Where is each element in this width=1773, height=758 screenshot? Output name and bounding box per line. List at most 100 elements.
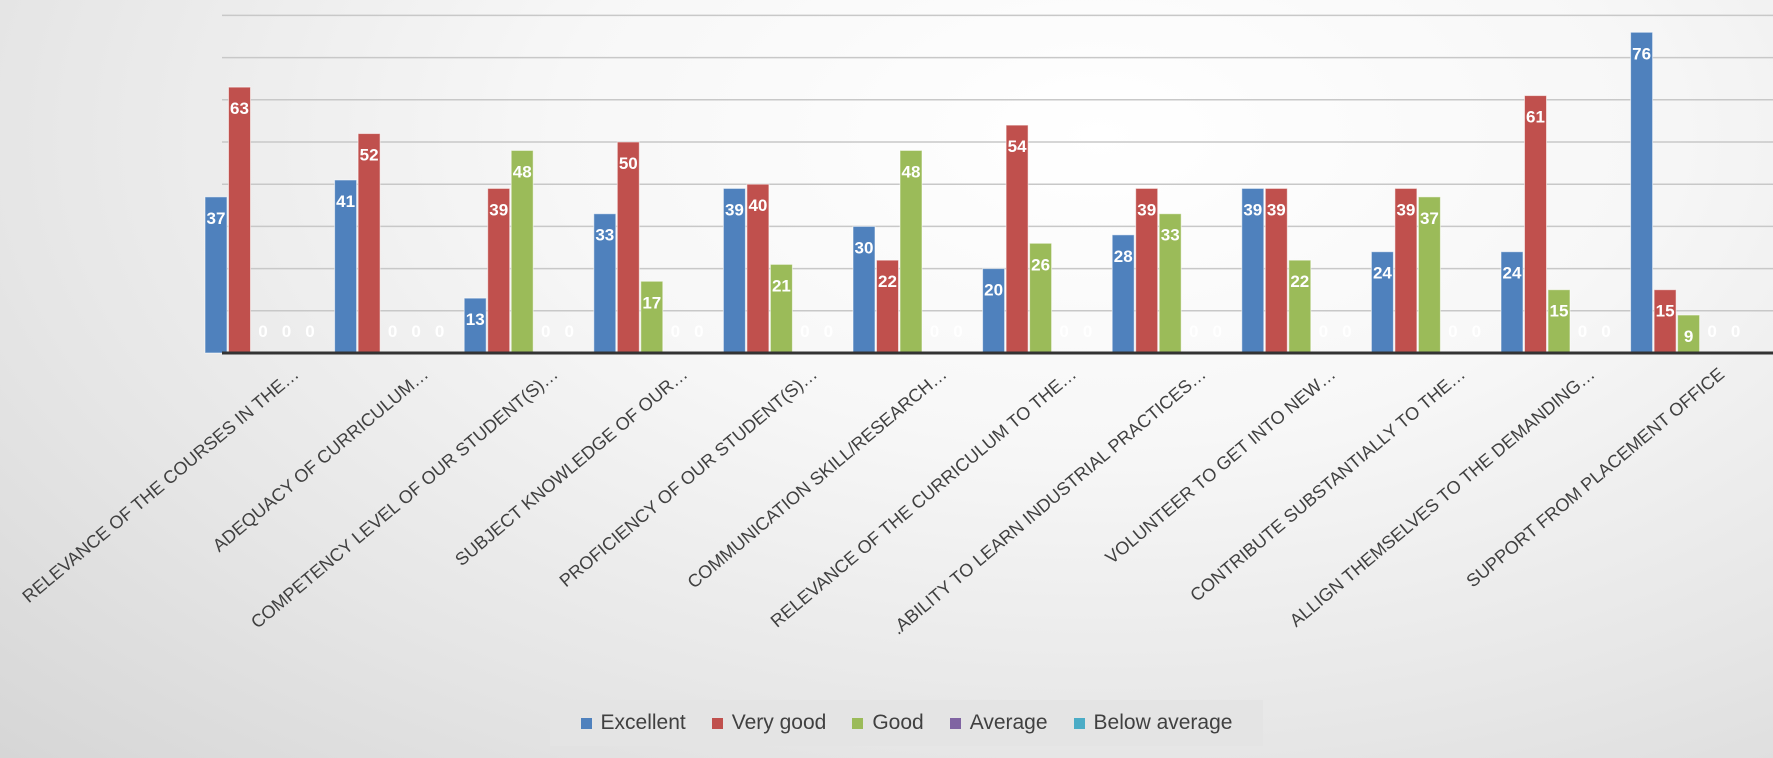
x-tick-label: RELEVANCE OF THE CURRICULUM TO THE… bbox=[767, 364, 1080, 632]
data-label: 28 bbox=[1114, 247, 1133, 266]
data-label: 0 bbox=[1342, 322, 1351, 341]
data-label: 22 bbox=[1290, 272, 1309, 291]
data-label: 0 bbox=[258, 322, 267, 341]
data-label: 48 bbox=[902, 162, 921, 181]
bar-very-good bbox=[1653, 289, 1677, 354]
data-label: 0 bbox=[1731, 322, 1740, 341]
data-label: 0 bbox=[1448, 322, 1457, 341]
data-label: 40 bbox=[748, 196, 767, 215]
data-label: 0 bbox=[1319, 322, 1328, 341]
x-tick-label: VOLUNTEER TO GET INTO NEW… bbox=[1102, 364, 1340, 568]
legend-swatch bbox=[949, 717, 961, 729]
data-label: 0 bbox=[282, 322, 291, 341]
data-label: 0 bbox=[1212, 322, 1221, 341]
bar-good bbox=[640, 280, 664, 354]
legend-swatch bbox=[580, 717, 592, 729]
bar-excellent bbox=[1630, 31, 1654, 354]
legend-swatch bbox=[852, 717, 864, 729]
x-tick-label: SUBJECT KNOWLEDGE OF OUR… bbox=[451, 364, 691, 570]
legend-item: Below average bbox=[1073, 711, 1233, 735]
data-label: 0 bbox=[1707, 322, 1716, 341]
x-tick-label: COMPETENCY LEVEL OF OUR STUDENT(S)… bbox=[247, 364, 562, 633]
data-label: 39 bbox=[1243, 200, 1262, 219]
bar-very-good bbox=[357, 133, 381, 354]
legend-label: Average bbox=[969, 711, 1048, 734]
data-label: 24 bbox=[1373, 264, 1392, 283]
data-label: 17 bbox=[642, 293, 661, 312]
data-label: 48 bbox=[513, 162, 532, 181]
data-label: 0 bbox=[824, 322, 833, 341]
x-tick-label: PROFICIENCY OF OUR STUDENT(S)… bbox=[556, 364, 821, 591]
data-label: 39 bbox=[1267, 200, 1286, 219]
bar-good bbox=[1547, 289, 1571, 354]
data-label: 0 bbox=[930, 322, 939, 341]
data-label: 9 bbox=[1684, 327, 1693, 346]
data-label: 61 bbox=[1526, 108, 1545, 127]
legend-item: Good bbox=[852, 711, 924, 735]
x-tick-labels: RELEVANCE OF THE COURSES IN THE…ADEQUACY… bbox=[18, 364, 1728, 639]
bar-very-good bbox=[1524, 95, 1547, 354]
legend-item: Very good bbox=[711, 711, 827, 735]
bar-excellent bbox=[204, 196, 228, 354]
data-label: 50 bbox=[619, 154, 638, 173]
data-label: 30 bbox=[855, 238, 874, 257]
data-label: 15 bbox=[1550, 302, 1569, 321]
legend-item: Average bbox=[949, 711, 1048, 735]
data-label: 0 bbox=[411, 322, 420, 341]
data-label: 0 bbox=[953, 322, 962, 341]
data-label: 0 bbox=[671, 322, 680, 341]
data-label: 0 bbox=[1059, 322, 1068, 341]
data-label: 41 bbox=[336, 192, 355, 211]
bars bbox=[204, 31, 1701, 354]
data-label: 33 bbox=[595, 226, 614, 245]
legend: Excellent Very good Good Average Below avera… bbox=[550, 700, 1263, 746]
data-label: 0 bbox=[1472, 322, 1481, 341]
legend-label: Very good bbox=[731, 711, 827, 734]
data-label: 20 bbox=[984, 281, 1003, 300]
legend-swatch bbox=[711, 717, 723, 729]
data-label: 13 bbox=[466, 310, 485, 329]
data-label: 0 bbox=[388, 322, 397, 341]
bar-very-good bbox=[616, 141, 640, 354]
data-label: 24 bbox=[1503, 264, 1522, 283]
data-label: 0 bbox=[541, 322, 550, 341]
legend-item: Excellent bbox=[580, 711, 686, 735]
data-label: 22 bbox=[878, 272, 897, 291]
bar-very-good bbox=[1005, 124, 1029, 354]
data-label: 39 bbox=[1396, 200, 1415, 219]
data-label: 39 bbox=[1137, 200, 1156, 219]
data-label: 39 bbox=[725, 200, 744, 219]
data-label: 52 bbox=[360, 146, 379, 165]
gridlines bbox=[222, 14, 1773, 312]
data-label: 0 bbox=[564, 322, 573, 341]
x-tick-label: CONTRIBUTE SUBSTANTIALLY TO THE… bbox=[1186, 364, 1469, 606]
bar-very-good bbox=[228, 86, 251, 354]
data-label: 15 bbox=[1656, 302, 1675, 321]
legend-label: Below average bbox=[1093, 711, 1233, 734]
data-label: 63 bbox=[230, 99, 249, 118]
data-label: 33 bbox=[1161, 226, 1180, 245]
data-label: 37 bbox=[1420, 209, 1439, 228]
x-tick-label: RELEVANCE OF THE COURSES IN THE… bbox=[18, 364, 302, 607]
data-label: 0 bbox=[1189, 322, 1198, 341]
data-label: 0 bbox=[435, 322, 444, 341]
data-label: 76 bbox=[1632, 44, 1651, 63]
data-label: 0 bbox=[800, 322, 809, 341]
data-label: 0 bbox=[1601, 322, 1610, 341]
data-label: 21 bbox=[772, 276, 791, 295]
data-label: 0 bbox=[694, 322, 703, 341]
legend-label: Good bbox=[872, 711, 924, 734]
x-tick-label: SUPPORT FROM PLACEMENT OFFICE bbox=[1462, 364, 1728, 591]
x-tick-label: ALLIGN THEMSELVES TO THE DEMANDING… bbox=[1286, 364, 1599, 631]
legend-label: Excellent bbox=[600, 711, 686, 734]
data-label: 0 bbox=[1083, 322, 1092, 341]
data-label: 0 bbox=[1578, 322, 1587, 341]
data-label: 26 bbox=[1031, 255, 1050, 274]
data-label: 37 bbox=[207, 209, 226, 228]
x-tick-label: ADEQUACY OF CURRICULUM… bbox=[209, 364, 432, 556]
data-label: 39 bbox=[489, 200, 508, 219]
legend-swatch bbox=[1073, 717, 1085, 729]
data-label: 0 bbox=[305, 322, 314, 341]
